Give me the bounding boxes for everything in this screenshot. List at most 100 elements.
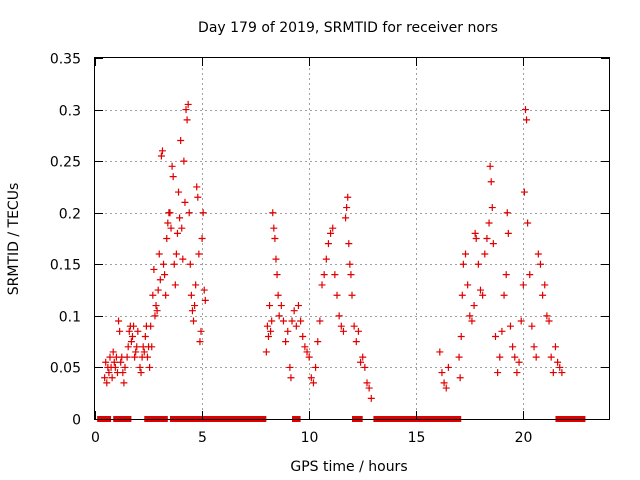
data-point — [558, 369, 566, 377]
data-point — [471, 229, 479, 237]
data-point — [479, 291, 487, 299]
data-point — [172, 250, 180, 258]
data-point — [121, 363, 129, 371]
data-point — [314, 338, 322, 346]
data-point — [288, 317, 296, 325]
data-point — [282, 338, 290, 346]
data-point — [133, 343, 141, 351]
data-point — [201, 296, 209, 304]
data-point — [109, 348, 117, 356]
data-point — [195, 250, 203, 258]
grid-layer — [95, 58, 609, 419]
data-point — [318, 281, 326, 289]
data-point — [127, 338, 135, 346]
data-point — [352, 338, 360, 346]
data-point — [153, 307, 161, 315]
data-point — [178, 224, 186, 232]
data-point — [187, 291, 195, 299]
data-point — [532, 353, 540, 361]
data-point — [170, 260, 178, 268]
data-point — [301, 343, 309, 351]
data-point — [554, 358, 562, 366]
data-point — [491, 332, 499, 340]
data-point — [105, 369, 113, 377]
data-point — [268, 317, 276, 325]
data-point — [271, 235, 279, 242]
y-tick-label: 0.15 — [50, 258, 81, 274]
data-point — [279, 317, 287, 325]
y-tick-label: 0.2 — [59, 207, 81, 223]
data-point — [488, 204, 496, 212]
data-point — [269, 209, 277, 217]
data-point — [297, 317, 305, 325]
data-point — [307, 374, 315, 382]
data-point — [115, 317, 123, 325]
data-point — [457, 332, 465, 340]
data-point — [103, 379, 111, 387]
data-point — [456, 374, 464, 382]
data-point — [511, 353, 519, 361]
data-point — [154, 286, 162, 294]
data-point — [504, 229, 512, 237]
data-point — [182, 106, 190, 114]
data-point — [442, 384, 450, 392]
data-point — [262, 348, 270, 356]
data-point — [458, 291, 466, 299]
data-point — [312, 363, 320, 371]
data-point — [506, 322, 514, 330]
data-point — [359, 353, 367, 361]
data-point — [305, 353, 313, 361]
data-point — [292, 322, 300, 330]
data-point — [141, 332, 149, 340]
data-point — [151, 312, 159, 320]
data-point — [361, 363, 369, 371]
data-point — [158, 147, 166, 155]
data-point — [513, 369, 521, 377]
data-point — [157, 152, 165, 160]
data-point — [343, 204, 351, 212]
data-point — [464, 281, 472, 289]
data-point — [125, 327, 133, 335]
data-point — [183, 116, 191, 124]
data-point — [524, 219, 532, 227]
data-point — [177, 137, 185, 145]
data-point — [438, 369, 446, 377]
data-point — [193, 183, 201, 191]
plot-frame — [94, 57, 610, 420]
data-point — [520, 188, 528, 196]
data-point — [286, 363, 294, 371]
data-point — [320, 271, 328, 279]
data-point — [350, 322, 358, 330]
data-point — [161, 271, 169, 279]
data-point — [194, 193, 202, 201]
data-point — [344, 193, 352, 201]
data-point — [117, 358, 125, 366]
data-point — [184, 100, 192, 108]
data-point — [175, 188, 183, 196]
data-point — [444, 363, 452, 371]
data-point — [459, 260, 467, 268]
data-point — [500, 291, 508, 299]
data-point — [462, 250, 470, 258]
data-point — [294, 302, 302, 310]
data-point — [287, 374, 295, 382]
data-point — [186, 260, 194, 268]
data-point — [515, 358, 523, 366]
data-point — [277, 302, 285, 310]
data-point — [496, 353, 504, 361]
data-point — [316, 317, 324, 325]
data-point — [185, 209, 193, 217]
data-point — [347, 271, 355, 279]
data-point — [322, 255, 330, 263]
data-point — [466, 312, 474, 320]
data-point — [474, 260, 482, 268]
data-point — [365, 384, 373, 392]
data-point — [545, 317, 553, 325]
data-point — [348, 291, 356, 299]
y-tick-label: 0.1 — [59, 310, 81, 326]
axis-ticks-layer: 0 5 10 15 20 0 0.05 0.1 0.15 0.2 0.25 0.3 0.35 — [50, 52, 609, 446]
data-point — [342, 214, 350, 222]
data-point — [331, 271, 339, 279]
data-point — [264, 332, 272, 340]
data-point — [549, 369, 557, 377]
